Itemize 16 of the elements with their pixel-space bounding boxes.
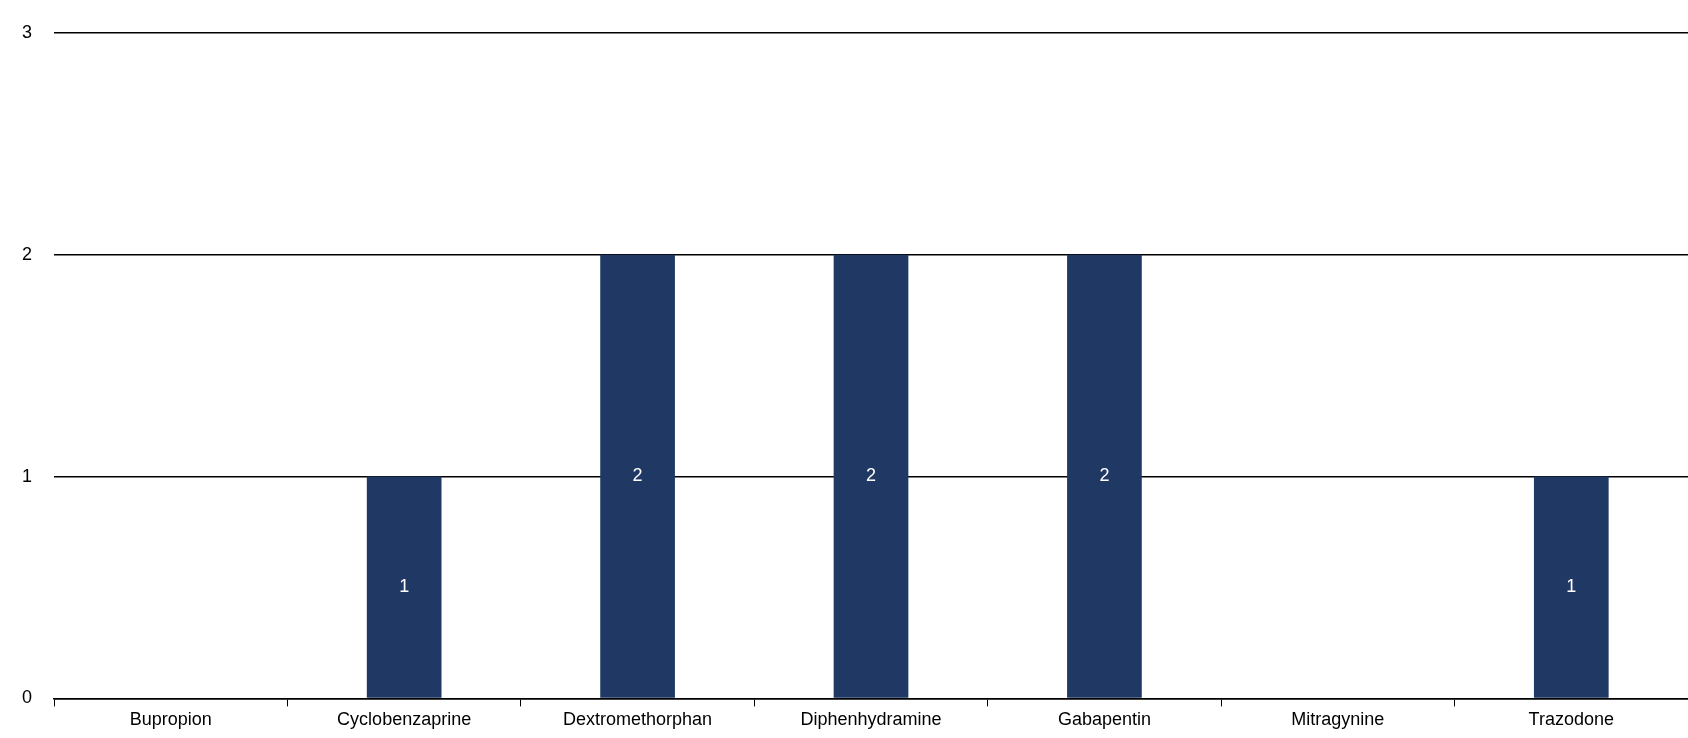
data-label: 1 <box>399 576 410 597</box>
x-tick-label: Mitragynine <box>1291 709 1385 730</box>
y-tick-label: 3 <box>22 21 33 42</box>
y-tick-label: 2 <box>22 243 33 264</box>
y-tick-label: 0 <box>22 687 33 708</box>
x-tick-label: Diphenhydramine <box>800 709 942 730</box>
x-tick-label: Bupropion <box>129 709 212 730</box>
x-tick-label: Cyclobenzaprine <box>337 709 472 730</box>
data-label: 2 <box>866 465 877 486</box>
x-tick-label: Trazodone <box>1528 709 1614 730</box>
data-label: 2 <box>632 465 643 486</box>
data-label: 1 <box>1566 576 1577 597</box>
y-tick-label: 1 <box>22 465 33 486</box>
data-label: 2 <box>1099 465 1110 486</box>
x-tick-label: Gabapentin <box>1057 709 1151 730</box>
x-tick-label: Dextromethorphan <box>563 709 713 730</box>
